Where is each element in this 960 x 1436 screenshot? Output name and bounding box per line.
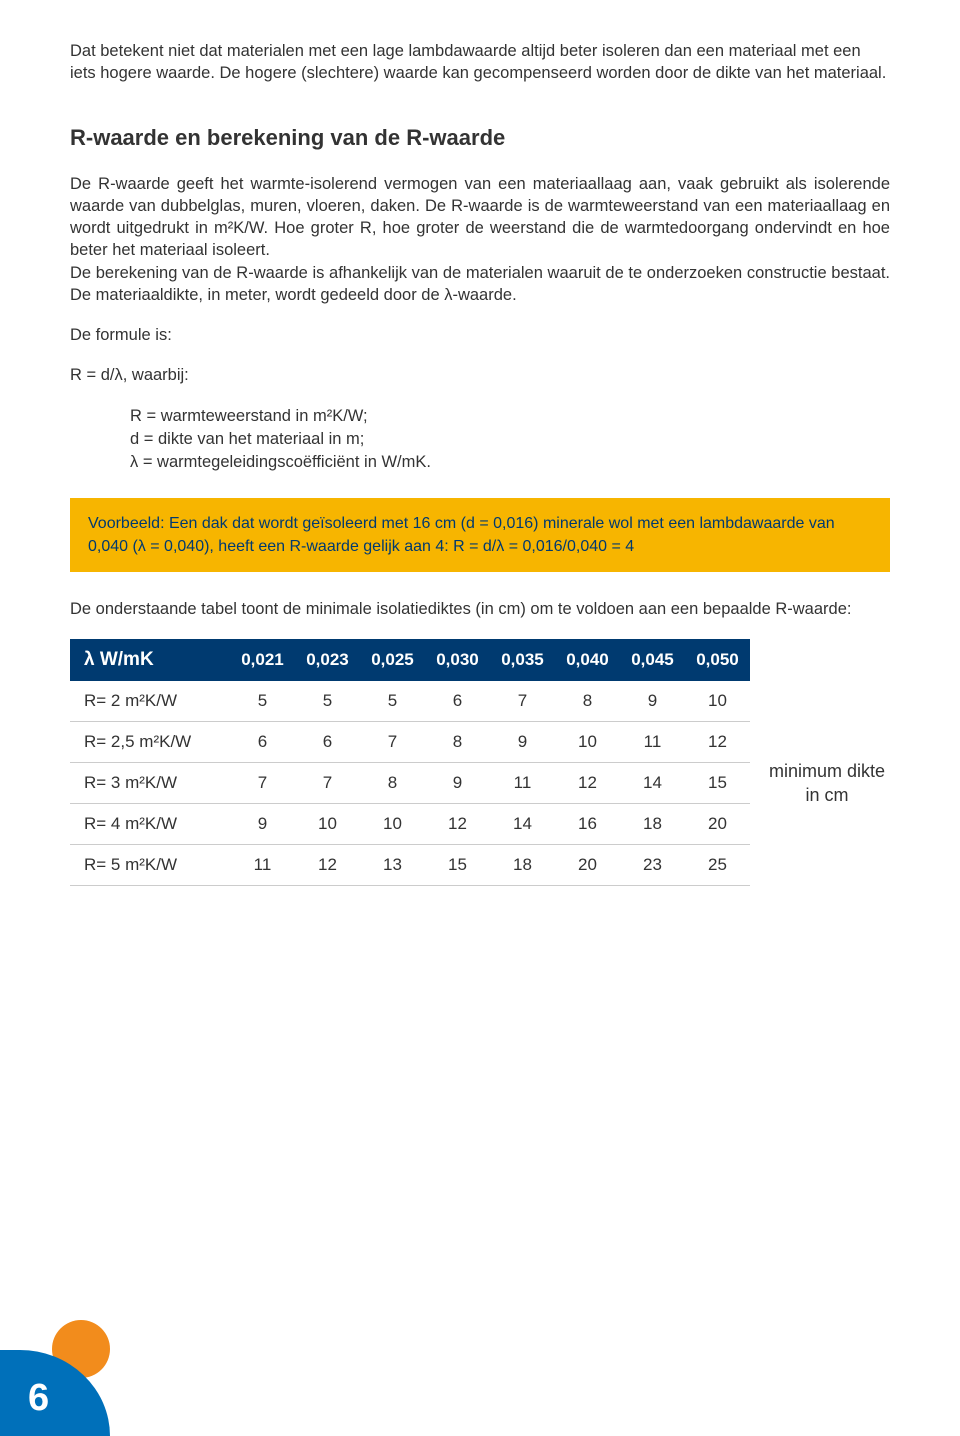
header-col: 0,045 [620, 639, 685, 681]
body-text-1b: De berekening van de R-waarde is afhanke… [70, 264, 890, 304]
cell: 9 [230, 803, 295, 844]
header-col: 0,025 [360, 639, 425, 681]
cell: 15 [425, 844, 490, 885]
row-label: R= 5 m²K/W [70, 844, 230, 885]
row-label: R= 4 m²K/W [70, 803, 230, 844]
cell: 11 [230, 844, 295, 885]
header-col: 0,040 [555, 639, 620, 681]
cell: 6 [295, 721, 360, 762]
cell: 5 [360, 681, 425, 722]
row-label: R= 3 m²K/W [70, 762, 230, 803]
cell: 23 [620, 844, 685, 885]
cell: 8 [555, 681, 620, 722]
cell: 9 [490, 721, 555, 762]
example-box: Voorbeeld: Een dak dat wordt geïsoleerd … [70, 498, 890, 572]
cell: 11 [490, 762, 555, 803]
row-label: R= 2 m²K/W [70, 681, 230, 722]
page-number: 6 [28, 1377, 49, 1420]
cell: 12 [685, 721, 750, 762]
cell: 16 [555, 803, 620, 844]
cell: 13 [360, 844, 425, 885]
cell: 10 [685, 681, 750, 722]
page-footer: 6 [0, 1316, 150, 1436]
isolation-table: λ W/mK 0,021 0,023 0,025 0,030 0,035 0,0… [70, 639, 890, 886]
header-col: 0,021 [230, 639, 295, 681]
formula-intro: De formule is: [70, 324, 890, 346]
cell: 14 [490, 803, 555, 844]
table-intro: De onderstaande tabel toont de minimale … [70, 598, 890, 620]
cell: 9 [425, 762, 490, 803]
cell: 10 [555, 721, 620, 762]
body-text-1a: De R-waarde geeft het warmte-isolerend v… [70, 175, 890, 260]
header-col: 0,035 [490, 639, 555, 681]
cell: 5 [230, 681, 295, 722]
cell: 12 [555, 762, 620, 803]
table-header-row: λ W/mK 0,021 0,023 0,025 0,030 0,035 0,0… [70, 639, 890, 681]
cell: 25 [685, 844, 750, 885]
cell: 7 [295, 762, 360, 803]
table-row: R= 2 m²K/W 5 5 5 6 7 8 9 10 minimum dikt… [70, 681, 890, 722]
body-paragraph-1: De R-waarde geeft het warmte-isolerend v… [70, 173, 890, 307]
cell: 5 [295, 681, 360, 722]
def-lambda: λ = warmtegeleidingscoëfficiënt in W/mK. [130, 451, 890, 474]
header-col: 0,050 [685, 639, 750, 681]
intro-paragraph: Dat betekent niet dat materialen met een… [70, 40, 890, 85]
cell: 12 [425, 803, 490, 844]
table-note: minimum dikte in cm [750, 681, 890, 886]
cell: 18 [620, 803, 685, 844]
cell: 7 [230, 762, 295, 803]
cell: 8 [425, 721, 490, 762]
cell: 20 [555, 844, 620, 885]
cell: 11 [620, 721, 685, 762]
cell: 15 [685, 762, 750, 803]
header-col: 0,030 [425, 639, 490, 681]
cell: 14 [620, 762, 685, 803]
cell: 6 [230, 721, 295, 762]
header-col: 0,023 [295, 639, 360, 681]
row-label: R= 2,5 m²K/W [70, 721, 230, 762]
cell: 20 [685, 803, 750, 844]
cell: 10 [295, 803, 360, 844]
def-r: R = warmteweerstand in m²K/W; [130, 405, 890, 428]
formula: R = d/λ, waarbij: [70, 364, 890, 386]
cell: 8 [360, 762, 425, 803]
def-d: d = dikte van het materiaal in m; [130, 428, 890, 451]
header-lambda-label: λ W/mK [70, 639, 230, 681]
cell: 9 [620, 681, 685, 722]
definitions-list: R = warmteweerstand in m²K/W; d = dikte … [70, 405, 890, 474]
cell: 18 [490, 844, 555, 885]
cell: 10 [360, 803, 425, 844]
cell: 7 [490, 681, 555, 722]
cell: 7 [360, 721, 425, 762]
section-heading: R-waarde en berekening van de R-waarde [70, 125, 890, 151]
cell: 6 [425, 681, 490, 722]
cell: 12 [295, 844, 360, 885]
